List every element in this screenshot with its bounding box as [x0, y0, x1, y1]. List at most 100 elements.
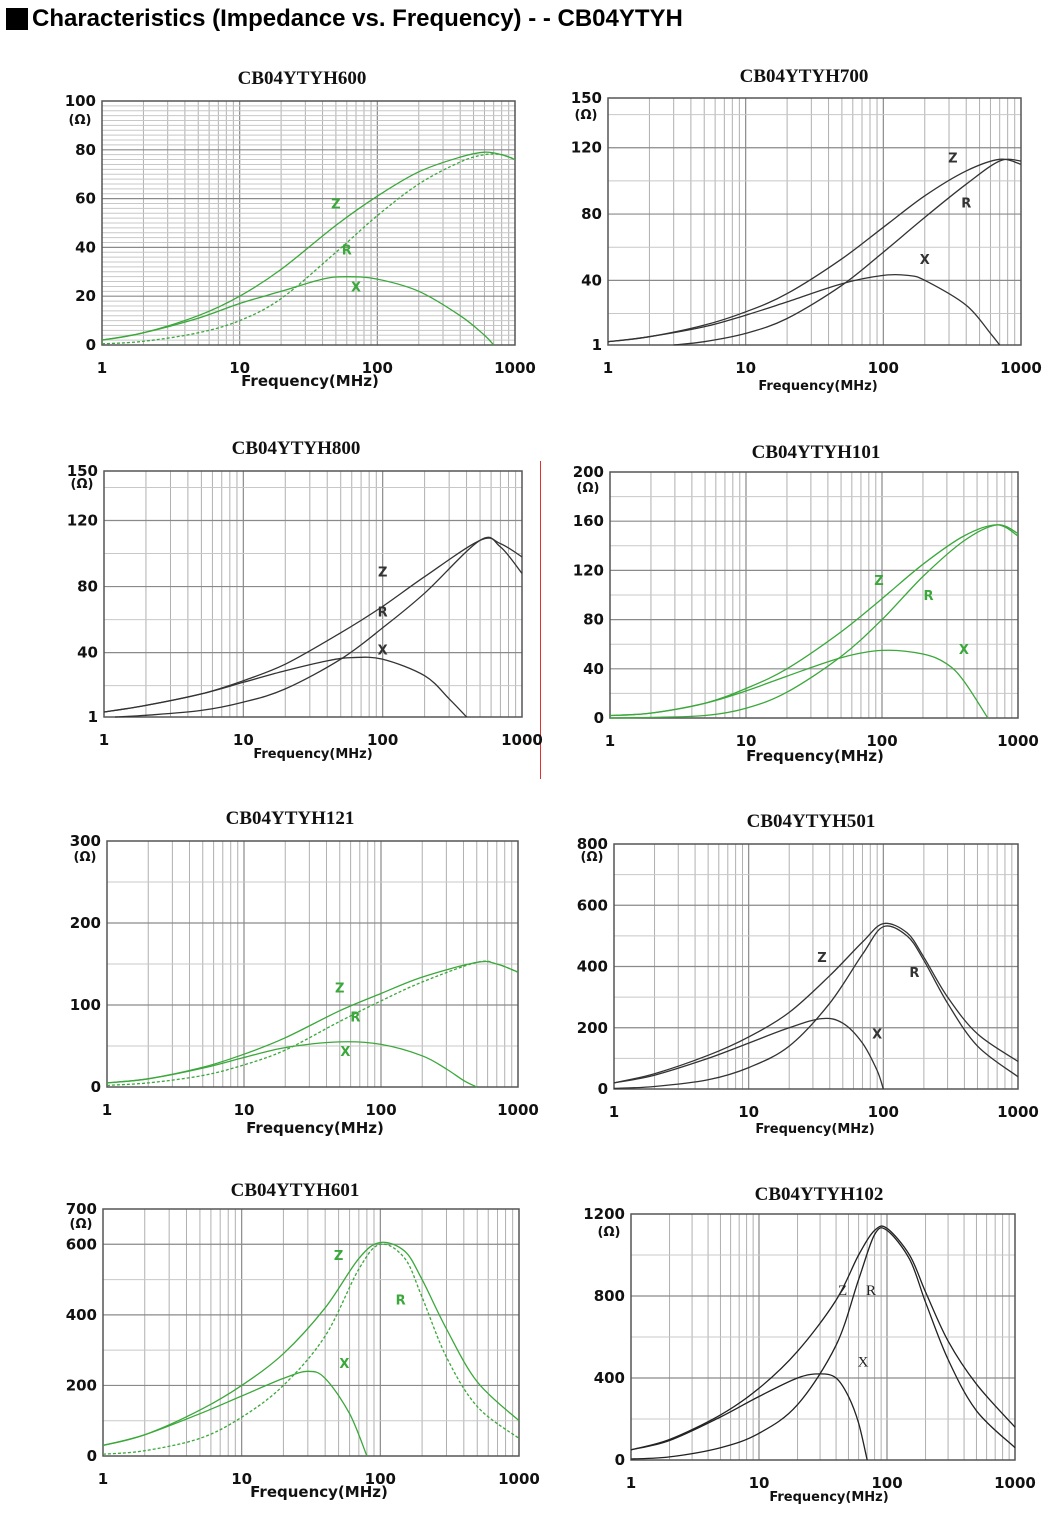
- x-tick-label: 1000: [501, 731, 543, 749]
- x-axis-label: Frequency(MHz): [253, 747, 372, 762]
- x-tick-label: 100: [367, 731, 398, 749]
- plot-frame: [609, 471, 1019, 719]
- y-tick-label: 0: [594, 709, 604, 727]
- x-tick-label: 1000: [997, 732, 1039, 750]
- y-tick-label: 0: [91, 1078, 101, 1096]
- x-tick-label: 1: [99, 731, 109, 749]
- y-unit-label: (Ω): [69, 113, 92, 128]
- curve-label-x: X: [959, 643, 969, 658]
- curve-label-z: Z: [335, 982, 344, 997]
- x-tick-label: 100: [866, 732, 897, 750]
- x-tick-label: 1000: [997, 1103, 1039, 1121]
- plot-frame: [630, 1213, 1016, 1461]
- curve-label-r: R: [350, 1010, 360, 1025]
- header-square-icon: [6, 8, 28, 30]
- y-tick-label: 0: [87, 1447, 97, 1465]
- series-line-z: [630, 1225, 1016, 1451]
- y-tick-label: 400: [594, 1369, 625, 1387]
- series-line-z: [101, 151, 516, 341]
- x-tick-label: 100: [365, 1470, 396, 1488]
- page-title: Characteristics (Impedance vs. Frequency…: [32, 5, 683, 32]
- series-line-z: [607, 158, 1022, 343]
- curve-label-r: R: [378, 605, 388, 620]
- y-unit-label: (Ω): [74, 850, 97, 865]
- x-tick-label: 1000: [498, 1470, 540, 1488]
- series-line-x: [613, 1017, 884, 1090]
- chart-title: CB04YTYH501: [747, 811, 876, 832]
- y-tick-label: 100: [70, 996, 101, 1014]
- curve-label-z: Z: [838, 1283, 847, 1299]
- plot-frame: [103, 470, 523, 718]
- y-grid-lines: [107, 881, 518, 1047]
- series-line-x: [101, 276, 495, 346]
- curve-label-z: Z: [874, 574, 883, 589]
- y-grid-lines: [608, 114, 1021, 315]
- y-grid-lines: [631, 1254, 1015, 1420]
- x-grid-lines: [648, 98, 1016, 345]
- y-tick-label: 200: [577, 1019, 608, 1037]
- y-tick-label: 160: [573, 512, 604, 530]
- curve-label-x: X: [378, 643, 388, 658]
- y-unit-label: (Ω): [581, 850, 604, 865]
- plot-frame: [607, 97, 1022, 346]
- plot-frame: [101, 100, 516, 346]
- x-tick-label: 1000: [1000, 359, 1042, 377]
- y-tick-label: 0: [86, 336, 96, 354]
- x-tick-label: 1: [603, 359, 613, 377]
- y-tick-label: 40: [75, 238, 96, 256]
- y-tick-label: 80: [75, 141, 96, 159]
- series-line-x: [103, 656, 468, 718]
- y-unit-label: (Ω): [71, 477, 94, 492]
- y-tick-label: 200: [66, 1376, 97, 1394]
- series-line-x: [102, 1370, 368, 1457]
- chart-title: CB04YTYH800: [232, 438, 361, 459]
- chart-panel-7: Z R X 0 200 400 600 700 (Ω) 1 10 100 1000 Frequency(M…: [40, 1175, 540, 1515]
- curve-label-r: R: [396, 1293, 406, 1308]
- x-axis-label: Frequency(MHz): [241, 372, 379, 390]
- page-header: Characteristics (Impedance vs. Frequency…: [6, 2, 683, 36]
- x-axis-label: Frequency(MHz): [746, 747, 884, 765]
- curve-label-z: Z: [817, 951, 826, 966]
- y-grid-lines: [610, 496, 1018, 694]
- y-tick-label: 120: [67, 512, 98, 530]
- chart-5-svg: ZR X 0 100 200 300(Ω) 1 10 100 1000 Frequency(MHz)…: [70, 808, 539, 1137]
- y-grid-lines: [614, 874, 1018, 1059]
- x-tick-label: 10: [233, 731, 254, 749]
- y-tick-label: 40: [581, 271, 602, 289]
- curve-label-r: R: [961, 196, 971, 211]
- x-tick-label: 1: [98, 1470, 108, 1488]
- curve-label-r: R: [924, 589, 934, 604]
- x-axis-label: Frequency(MHz): [758, 379, 877, 394]
- curve-label-x: X: [858, 1355, 869, 1371]
- x-tick-label: 100: [868, 359, 899, 377]
- y-tick-label: 600: [577, 896, 608, 914]
- x-tick-label: 1000: [994, 1474, 1036, 1492]
- x-tick-label: 10: [231, 1470, 252, 1488]
- series-line-r: [102, 1243, 520, 1455]
- chart-panel-4: Z R X 0 40 80 120 160 200 (Ω) 1 10 100 1000 Frequency(…: [550, 434, 1049, 774]
- x-axis-label: Frequency(MHz): [769, 1490, 888, 1505]
- chart-panel-6: Z R X 0 200 400 600 800 (Ω) 1 10 100 1000 Frequency(M…: [550, 805, 1049, 1145]
- chart-title: CB04YTYH121: [226, 808, 355, 829]
- x-tick-label: 10: [234, 1101, 255, 1119]
- chart-2-svg: Z R X 1 40 80 120 150(Ω) 1 10 100 1000 Frequency(MHz…: [571, 66, 1042, 394]
- series-line-z: [613, 922, 1019, 1084]
- x-tick-label: 1000: [494, 359, 536, 377]
- chart-panel-8: Z R X 0 400 800 1200 (Ω) 1 10 100 1000 Frequency(MHz…: [550, 1175, 1049, 1515]
- chart-1-svg: Z R X 0 20 40 60 80 100 (Ω) 1 10 100 1000 Frequency(MH…: [65, 68, 536, 390]
- x-axis-label: Frequency(MHz): [246, 1119, 384, 1137]
- curve-label-x: X: [339, 1357, 349, 1372]
- series-line-r: [630, 1227, 1016, 1460]
- curve-label-z: Z: [948, 152, 957, 167]
- y-grid-lines: [103, 1243, 519, 1422]
- y-grid-lines: [104, 487, 522, 687]
- y-tick-label: 100: [65, 92, 96, 110]
- y-unit-label: (Ω): [577, 481, 600, 496]
- y-tick-label: 40: [77, 644, 98, 662]
- curve-label-r: R: [909, 966, 919, 981]
- y-tick-label: 200: [70, 914, 101, 932]
- y-unit-label: (Ω): [575, 108, 598, 123]
- y-tick-label: 200: [573, 463, 604, 481]
- series-line-r: [609, 524, 1019, 719]
- x-tick-label: 10: [229, 359, 250, 377]
